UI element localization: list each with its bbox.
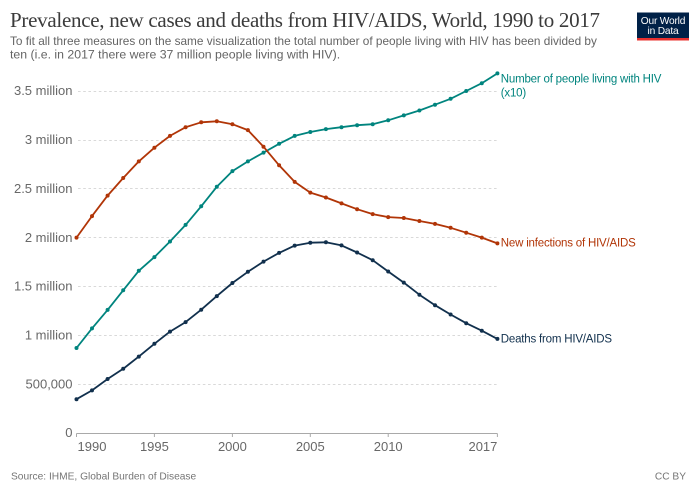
svg-text:500,000: 500,000 <box>26 376 73 391</box>
svg-text:2010: 2010 <box>374 439 403 454</box>
svg-text:2.5 million: 2.5 million <box>14 181 73 196</box>
svg-text:Deaths from HIV/AIDS: Deaths from HIV/AIDS <box>501 334 613 346</box>
svg-text:ten (i.e. in 2017 there were 3: ten (i.e. in 2017 there were 37 million … <box>10 48 340 62</box>
svg-text:in Data: in Data <box>648 26 679 37</box>
svg-text:Number of people living with H: Number of people living with HIV <box>501 74 662 86</box>
svg-text:Our World: Our World <box>641 16 686 27</box>
svg-text:1.5 million: 1.5 million <box>14 279 73 294</box>
svg-text:Source: IHME, Global Burden of: Source: IHME, Global Burden of Disease <box>11 471 196 482</box>
svg-text:3 million: 3 million <box>25 132 73 147</box>
svg-text:2005: 2005 <box>296 439 325 454</box>
svg-text:New infections of HIV/AIDS: New infections of HIV/AIDS <box>501 238 636 250</box>
svg-text:To fit all three measures on t: To fit all three measures on the same vi… <box>10 34 597 48</box>
svg-text:(x10): (x10) <box>501 88 527 100</box>
svg-text:2 million: 2 million <box>25 230 73 245</box>
svg-text:0: 0 <box>65 425 72 440</box>
svg-text:Prevalence, new cases and deat: Prevalence, new cases and deaths from HI… <box>10 8 600 32</box>
svg-text:1995: 1995 <box>140 439 169 454</box>
svg-text:1990: 1990 <box>78 439 107 454</box>
svg-text:3.5 million: 3.5 million <box>14 83 73 98</box>
svg-text:2000: 2000 <box>218 439 247 454</box>
svg-text:2017: 2017 <box>468 439 497 454</box>
svg-text:1 million: 1 million <box>25 328 73 343</box>
svg-text:CC BY: CC BY <box>655 471 686 482</box>
